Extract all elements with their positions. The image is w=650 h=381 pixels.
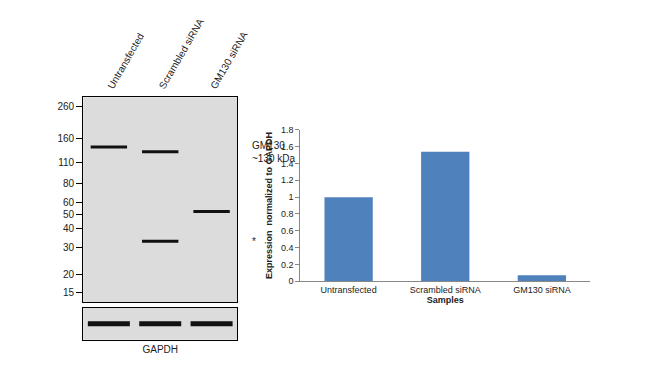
svg-text:Untransfected: Untransfected (321, 285, 377, 295)
svg-text:15: 15 (63, 287, 75, 298)
svg-text:GM130~130 kDa: GM130~130 kDa (252, 140, 296, 164)
svg-text:40: 40 (63, 223, 75, 234)
svg-text:30: 30 (63, 242, 75, 253)
svg-text:Untransfected: Untransfected (105, 31, 146, 90)
svg-text:*: * (252, 236, 256, 247)
svg-text:GAPDH: GAPDH (142, 344, 178, 355)
svg-text:160: 160 (58, 133, 75, 144)
svg-text:0: 0 (288, 276, 293, 286)
svg-text:20: 20 (63, 269, 75, 280)
svg-text:110: 110 (58, 157, 74, 168)
svg-text:0.2: 0.2 (281, 260, 294, 270)
svg-text:Scrambled siRNA: Scrambled siRNA (410, 285, 481, 295)
svg-text:Expression normalized to GAPD: Expression normalized to GAPDH (264, 132, 274, 279)
svg-text:80: 80 (63, 178, 75, 189)
svg-text:GM130 siRNA: GM130 siRNA (513, 285, 571, 295)
svg-text:1.8: 1.8 (281, 125, 294, 135)
svg-text:0.8: 0.8 (281, 209, 294, 219)
svg-text:GM130 siRNA: GM130 siRNA (208, 30, 250, 91)
svg-text:1: 1 (288, 192, 293, 202)
svg-text:1.6: 1.6 (281, 142, 294, 152)
svg-text:1.4: 1.4 (281, 159, 294, 169)
svg-text:Samples: Samples (427, 295, 464, 305)
svg-text:50: 50 (63, 209, 75, 220)
svg-text:0.6: 0.6 (281, 226, 294, 236)
svg-text:Scrambled siRNA: Scrambled siRNA (157, 17, 206, 91)
svg-text:0.4: 0.4 (281, 243, 294, 253)
svg-text:260: 260 (58, 101, 75, 112)
svg-text:60: 60 (63, 197, 75, 208)
svg-text:1.2: 1.2 (281, 175, 294, 185)
